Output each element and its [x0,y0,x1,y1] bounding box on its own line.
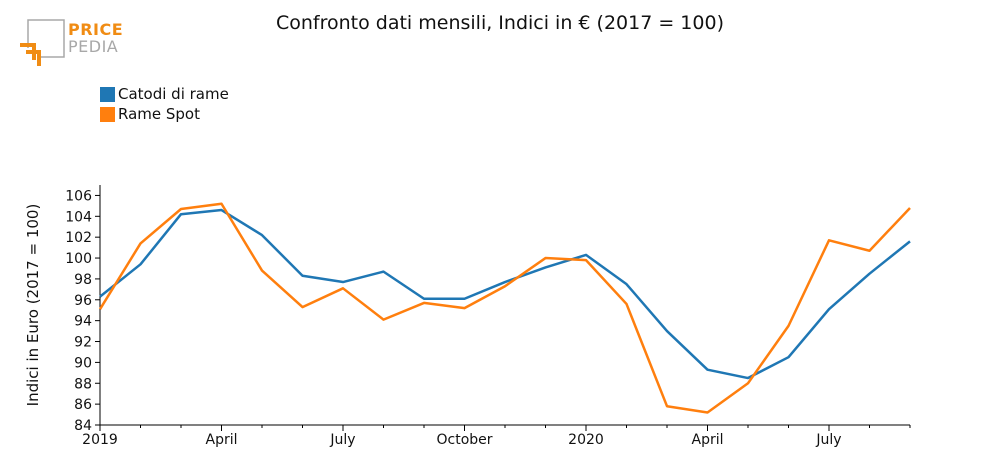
logo-word-price: PRICE [68,20,124,39]
y-tick-label: 100 [65,251,92,267]
x-tick-label: October [436,432,492,448]
x-tick-label: April [206,432,238,448]
logo-word-pedia: PEDIA [68,37,119,56]
x-tick-label: July [329,432,355,448]
series-line-catodi-di-rame [99,208,911,380]
legend-swatch-catodi [100,86,115,102]
chart-title: Confronto dati mensili, Indici in € (201… [275,12,724,34]
pricepedia-logo: PRICE PEDIA [18,18,128,70]
chart-legend: Catodi di rame Rame Spot [100,84,229,124]
x-tick-label: 2020 [568,432,604,448]
legend-label-catodi: Catodi di rame [118,85,229,103]
y-tick-label: 102 [65,230,92,246]
y-tick-label: 84 [74,418,92,434]
y-tick-label: 90 [74,355,92,371]
pricepedia-logo-mark [20,19,65,66]
y-tick-label: 92 [74,335,92,351]
x-tick-label: July [815,432,841,448]
y-tick-label: 98 [74,272,92,288]
y-tick-label: 86 [74,397,92,413]
legend-label-rame-spot: Rame Spot [118,105,200,123]
y-tick-label: 96 [74,293,92,309]
x-tick-label: April [692,432,724,448]
y-tick-label: 104 [65,209,92,225]
legend-item-catodi[interactable]: Catodi di rame [100,84,229,104]
y-tick-label: 94 [74,314,92,330]
series-line-rame-spot [98,202,911,414]
legend-item-rame-spot[interactable]: Rame Spot [100,104,229,124]
y-tick-label: 106 [65,188,92,204]
x-tick-label: 2019 [82,432,118,448]
y-tick-label: 88 [74,376,92,392]
legend-swatch-rame-spot [100,106,115,122]
